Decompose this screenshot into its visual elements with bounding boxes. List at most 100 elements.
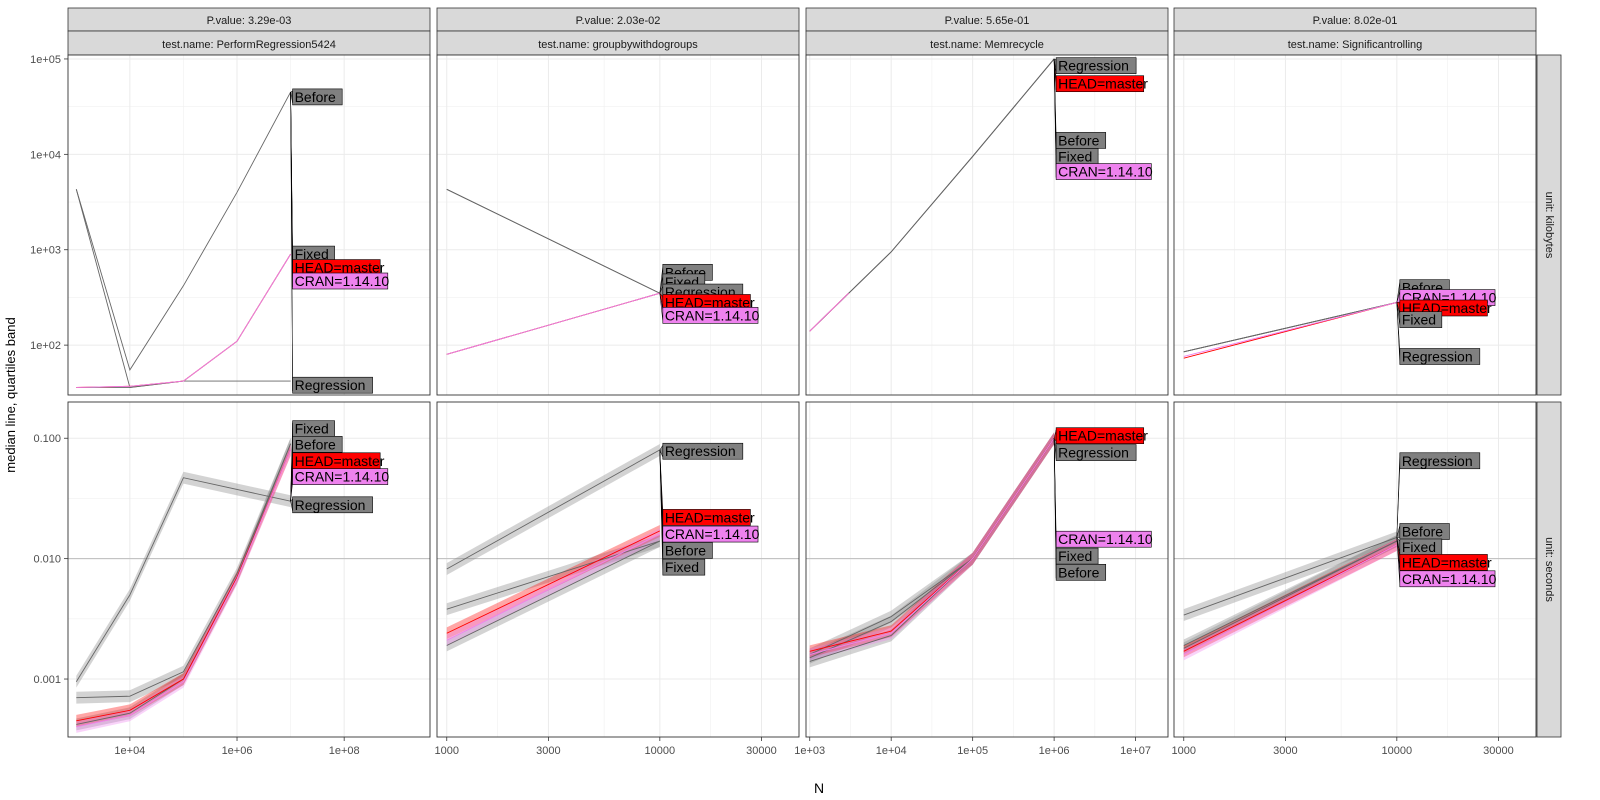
panel-background [437, 402, 799, 737]
y-tick-label: 1e+04 [30, 149, 61, 161]
strip-test-name-text: test.name: groupbywithdogroups [538, 39, 698, 51]
panel-background [68, 55, 430, 395]
direct-label: Fixed [295, 421, 329, 437]
direct-label: Regression [1058, 445, 1129, 461]
direct-label: Before [1058, 564, 1099, 580]
direct-label: CRAN=1.14.10 [1058, 531, 1153, 547]
panel-seconds-1: Regression HEAD=masterCRAN=1.14.10BeforeF… [436, 401, 800, 738]
label-box [1399, 311, 1443, 328]
direct-label: Before [295, 436, 336, 452]
line-regression [809, 58, 1055, 332]
strip-test-name-text: test.name: Significantrolling [1288, 39, 1423, 51]
x-tick-label: 10000 [645, 745, 676, 757]
y-tick-label: 0.001 [33, 674, 61, 686]
direct-label: Fixed [1402, 539, 1436, 555]
direct-label: Regression [665, 443, 736, 459]
direct-label: Regression [1058, 58, 1129, 74]
label-box [1055, 427, 1145, 444]
strip-test-name [805, 30, 1169, 56]
line-regression [446, 449, 661, 570]
panel-seconds-3: Regression BeforeFixedHEAD=masterCRAN=1.1… [1173, 401, 1537, 738]
line-regression [75, 477, 291, 682]
line-head-master [446, 530, 661, 634]
label-box [1399, 452, 1481, 470]
panel-border [436, 401, 800, 738]
label-box [292, 272, 389, 290]
strip-pvalue-text: P.value: 2.03e-02 [576, 15, 661, 27]
label-box [1399, 348, 1481, 365]
panel-border [805, 54, 1169, 396]
direct-label: CRAN=1.14.10 [1058, 164, 1153, 180]
y-axis-title: median line, quartiles band [3, 317, 18, 472]
direct-label: HEAD=master [665, 294, 755, 310]
panel-border [67, 54, 431, 396]
direct-label: CRAN=1.14.10 [295, 469, 390, 485]
direct-label: Before [295, 89, 336, 105]
direct-label: CRAN=1.14.10 [295, 273, 390, 289]
line-fixed [1183, 540, 1398, 649]
direct-label: Before [665, 542, 706, 558]
line-cran-1-14-10 [446, 533, 661, 641]
panel-background [437, 55, 799, 395]
line-cran-1-14-10 [446, 292, 660, 355]
y-tick-label: 0.010 [33, 554, 61, 566]
x-tick-label: 1e+05 [957, 745, 988, 757]
direct-label: HEAD=master [295, 453, 385, 469]
label-box [1055, 163, 1152, 180]
panel-kilobytes-2: Regression HEAD=master BeforeFixedCRAN=1.1… [805, 54, 1169, 396]
direct-label: Fixed [1058, 148, 1092, 164]
x-tick-label: 3000 [1273, 745, 1297, 757]
direct-label: Fixed [665, 559, 699, 575]
strip-unit-text: unit: seconds [1543, 537, 1555, 602]
direct-label: Before [1402, 524, 1443, 540]
line-head-master [1183, 544, 1398, 652]
label-box [292, 376, 373, 394]
direct-label: Regression [1402, 453, 1473, 469]
label-box [292, 468, 389, 485]
direct-label: Before [1058, 132, 1099, 148]
panel-border [1173, 54, 1537, 396]
band-regression [76, 471, 291, 688]
label-box [292, 496, 373, 514]
label-box [292, 88, 343, 106]
band-regression [809, 432, 1055, 661]
x-tick-label: 1000 [1172, 745, 1196, 757]
x-tick-label: 1e+04 [876, 745, 907, 757]
line-cran-1-14-10 [809, 437, 1055, 655]
x-tick-label: 30000 [1483, 745, 1514, 757]
panel-background [806, 55, 1168, 395]
line-cran-1-14-10 [1183, 302, 1397, 357]
x-tick-label: 1e+08 [329, 745, 360, 757]
strip-test-name [1173, 30, 1537, 56]
panel-border [67, 401, 431, 738]
x-tick-label: 1000 [435, 745, 459, 757]
label-box [1055, 444, 1137, 461]
label-box [662, 558, 706, 576]
x-tick-label: 3000 [536, 745, 560, 757]
x-axis-title: N [814, 780, 824, 796]
line-regression [1183, 302, 1397, 353]
strip-unit [1536, 54, 1562, 396]
panel-border [1173, 401, 1537, 738]
strip-unit [1536, 401, 1562, 738]
line-before [75, 91, 291, 371]
direct-label: Fixed [1402, 312, 1436, 328]
strip-pvalue-text: P.value: 8.02e-01 [1313, 15, 1398, 27]
label-box [662, 442, 744, 460]
line-before [76, 443, 292, 699]
line-before [446, 540, 660, 610]
direct-label: HEAD=master [1058, 76, 1148, 92]
direct-label: HEAD=master [1058, 428, 1148, 444]
direct-label: CRAN=1.14.10 [1402, 571, 1497, 587]
x-tick-label: 1e+07 [1120, 745, 1151, 757]
x-tick-label: 1e+06 [1039, 745, 1070, 757]
x-tick-label: 10000 [1382, 745, 1413, 757]
panel-border [805, 401, 1169, 738]
line-regression [76, 380, 291, 388]
direct-label: CRAN=1.14.10 [665, 526, 760, 542]
direct-label: Regression [295, 377, 366, 393]
y-tick-label: 1e+02 [30, 340, 61, 352]
